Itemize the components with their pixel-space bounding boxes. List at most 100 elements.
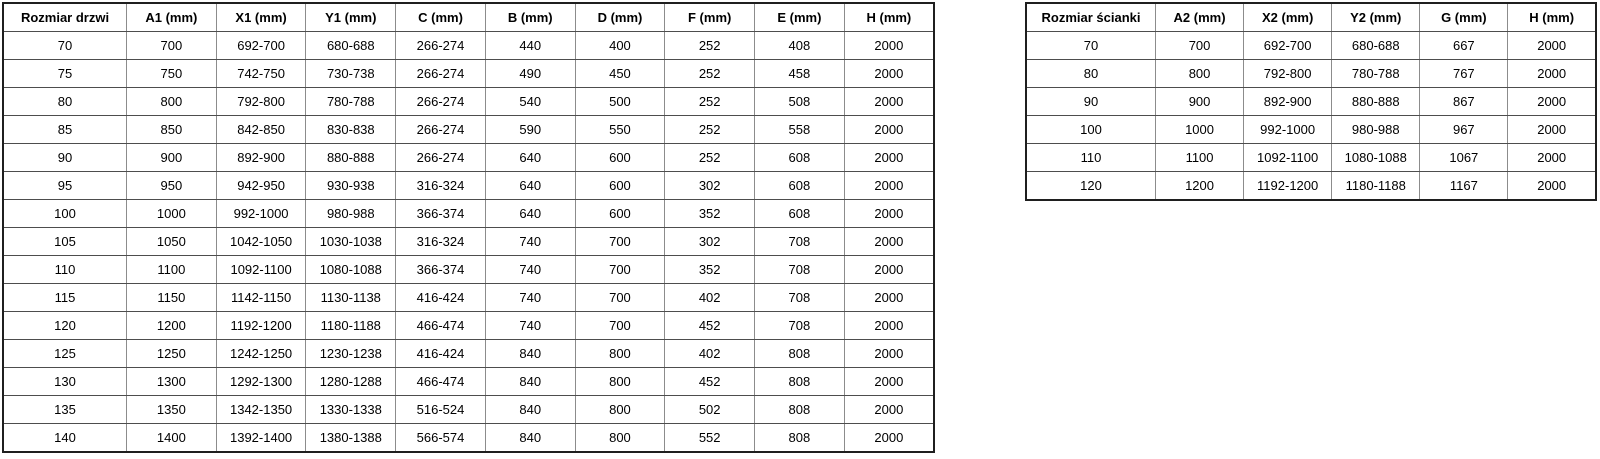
table-cell: 466-474 [395, 311, 486, 340]
table-cell: 1192-1200 [1243, 171, 1333, 201]
table-cell: 266-274 [395, 87, 486, 116]
table-cell: 667 [1419, 31, 1509, 60]
column-header: A2 (mm) [1154, 2, 1245, 32]
table-cell: 125 [2, 339, 127, 368]
table-cell: 1280-1288 [305, 367, 397, 396]
table-cell: 840 [484, 367, 576, 396]
table-cell: 252 [664, 31, 756, 60]
table-cell: 708 [754, 255, 845, 284]
table-cell: 75 [2, 59, 127, 88]
table-cell: 750 [126, 59, 217, 88]
table-cell: 2000 [843, 283, 935, 312]
door-sizes-table-header: Rozmiar drzwi A1 (mm) X1 (mm) Y1 (mm) C (mm)… [2, 2, 935, 32]
table-cell: 680-688 [1331, 31, 1421, 60]
table-cell: 80 [2, 87, 127, 116]
table-cell: 1050 [126, 227, 217, 256]
table-cell: 558 [754, 115, 845, 144]
table-cell: 516-524 [395, 395, 486, 424]
table-cell: 700 [126, 31, 217, 60]
table-cell: 90 [1025, 87, 1156, 116]
table-cell: 2000 [843, 171, 935, 200]
table-cell: 440 [484, 31, 576, 60]
table-cell: 100 [2, 199, 127, 228]
column-header: Rozmiar drzwi [2, 2, 127, 32]
table-cell: 740 [484, 283, 576, 312]
table-cell: 266-274 [395, 143, 486, 172]
table-cell: 80 [1025, 59, 1156, 88]
table-cell: 70 [2, 31, 127, 60]
table-cell: 400 [574, 31, 666, 60]
table-cell: 740 [484, 311, 576, 340]
table-cell: 1200 [126, 311, 217, 340]
table-cell: 700 [574, 255, 666, 284]
table-cell: 130 [2, 367, 127, 396]
table-cell: 1180-1188 [1331, 171, 1421, 201]
table-cell: 700 [1154, 31, 1245, 60]
column-header: Y1 (mm) [305, 2, 397, 32]
table-cell: 640 [484, 199, 576, 228]
table-cell: 2000 [843, 227, 935, 256]
table-row: 125 1250 1242-1250 1230-1238 416-424 840 800 40… [2, 339, 935, 368]
table-cell: 1030-1038 [305, 227, 397, 256]
table-cell: 608 [754, 199, 845, 228]
column-header: G (mm) [1419, 2, 1509, 32]
table-cell: 2000 [1507, 143, 1597, 172]
table-cell: 1200 [1154, 171, 1245, 201]
table-cell: 740 [484, 255, 576, 284]
table-cell: 850 [126, 115, 217, 144]
table-row: 130 1300 1292-1300 1280-1288 466-474 840 800 45… [2, 367, 935, 396]
table-cell: 680-688 [305, 31, 397, 60]
column-header: E (mm) [754, 2, 845, 32]
table-cell: 458 [754, 59, 845, 88]
table-row: 75 750 742-750 730-738 266-274 490 450 252 458 20… [2, 59, 935, 88]
table-row: 70 700 692-700 680-688 667 2000 [1025, 31, 1597, 60]
table-row: 140 1400 1392-1400 1380-1388 566-574 840 800 55… [2, 423, 935, 453]
table-cell: 1067 [1419, 143, 1509, 172]
table-cell: 1150 [126, 283, 217, 312]
table-row: 85 850 842-850 830-838 266-274 590 550 252 558 20… [2, 115, 935, 144]
table-cell: 1242-1250 [215, 339, 307, 368]
table-cell: 1300 [126, 367, 217, 396]
table-cell: 740 [484, 227, 576, 256]
table-cell: 120 [1025, 171, 1156, 201]
table-cell: 792-800 [215, 87, 307, 116]
table-cell: 70 [1025, 31, 1156, 60]
table-cell: 352 [664, 255, 756, 284]
table-cell: 780-788 [1331, 59, 1421, 88]
table-cell: 880-888 [1331, 87, 1421, 116]
table-cell: 508 [754, 87, 845, 116]
table-cell: 1292-1300 [215, 367, 307, 396]
table-cell: 366-374 [395, 199, 486, 228]
table-row: 120 1200 1192-1200 1180-1188 466-474 740 700 45… [2, 311, 935, 340]
table-cell: 2000 [843, 367, 935, 396]
table-cell: 85 [2, 115, 127, 144]
table-cell: 450 [574, 59, 666, 88]
table-cell: 742-750 [215, 59, 307, 88]
table-cell: 808 [754, 395, 845, 424]
table-row: 90 900 892-900 880-888 867 2000 [1025, 87, 1597, 116]
table-cell: 1142-1150 [215, 283, 307, 312]
table-cell: 1400 [126, 423, 217, 453]
table-cell: 808 [754, 367, 845, 396]
table-cell: 100 [1025, 115, 1156, 144]
table-cell: 120 [2, 311, 127, 340]
table-row: 120 1200 1192-1200 1180-1188 1167 2000 [1025, 171, 1597, 201]
table-cell: 692-700 [1243, 31, 1333, 60]
door-sizes-table: Rozmiar drzwi A1 (mm) X1 (mm) Y1 (mm) C (mm)… [2, 2, 935, 453]
table-cell: 808 [754, 423, 845, 453]
table-cell: 930-938 [305, 171, 397, 200]
table-cell: 2000 [843, 115, 935, 144]
table-cell: 880-888 [305, 143, 397, 172]
table-cell: 452 [664, 367, 756, 396]
table-cell: 1342-1350 [215, 395, 307, 424]
table-row: 100 1000 992-1000 980-988 967 2000 [1025, 115, 1597, 144]
table-cell: 552 [664, 423, 756, 453]
table-cell: 266-274 [395, 59, 486, 88]
table-cell: 942-950 [215, 171, 307, 200]
table-cell: 867 [1419, 87, 1509, 116]
table-cell: 2000 [843, 143, 935, 172]
table-cell: 842-850 [215, 115, 307, 144]
table-cell: 2000 [843, 87, 935, 116]
table-cell: 2000 [843, 255, 935, 284]
